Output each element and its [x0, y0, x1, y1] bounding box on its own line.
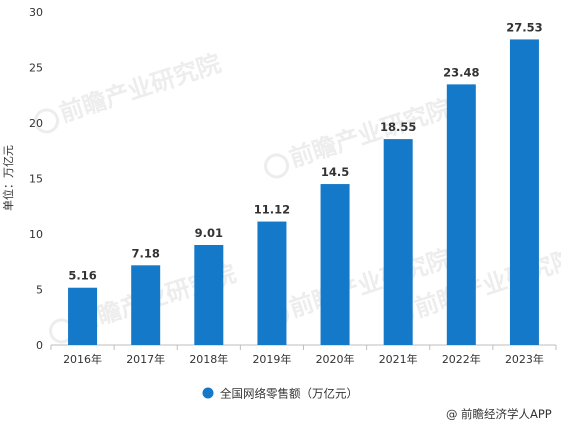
- watermark-text: 前瞻产业研究院: [286, 94, 454, 173]
- data-label: 27.53: [506, 20, 542, 34]
- footer-credit: @ 前瞻经济学人APP: [446, 407, 552, 421]
- bar: [131, 265, 161, 345]
- legend-marker: [202, 387, 214, 399]
- x-tick-label: 2016年: [63, 352, 102, 366]
- bar: [320, 184, 350, 345]
- x-tick-label: 2020年: [316, 352, 355, 366]
- x-tick-label: 2018年: [189, 352, 228, 366]
- y-tick-label: 20: [29, 117, 43, 130]
- data-label: 11.12: [254, 203, 290, 217]
- watermark: 前瞻产业研究院: [34, 49, 224, 134]
- x-tick-label: 2017年: [126, 352, 165, 366]
- data-label-layer: 5.16 7.18 9.01 11.12 14.5 18.55 23.48 27.53: [68, 20, 542, 282]
- x-tick-label: 2021年: [379, 352, 418, 366]
- y-tick-label: 0: [36, 339, 43, 352]
- x-tick-label: 2019年: [252, 352, 291, 366]
- axis-layer: 0 5 10 15 20 25 30 2016年 2017年 2018年 2019年 2020年 202…: [29, 6, 557, 366]
- watermark-text: 前瞻产业研究院: [56, 49, 224, 128]
- y-tick-label: 15: [29, 173, 43, 186]
- watermark-logo-icon: [34, 108, 60, 134]
- y-tick-label: 5: [36, 284, 43, 297]
- legend-label: 全国网络零售额（万亿元）: [220, 387, 358, 401]
- bar: [446, 84, 476, 345]
- bar: [509, 39, 539, 346]
- watermark-layer: 前瞻产业研究院前瞻产业研究院前瞻产业研究院前瞻产业研究院前瞻产业研究院: [34, 49, 561, 344]
- bar: [194, 244, 224, 345]
- bar-layer: [68, 39, 539, 346]
- watermark-logo-icon: [264, 153, 290, 179]
- footer-text: 前瞻经济学人APP: [461, 407, 552, 421]
- x-tick-label: 2023年: [505, 352, 544, 366]
- y-axis-title: 单位：万亿元: [1, 145, 15, 211]
- at-sign-icon: @: [446, 407, 458, 421]
- data-label: 5.16: [68, 269, 96, 283]
- x-tick-label: 2022年: [442, 352, 481, 366]
- data-label: 23.48: [443, 65, 479, 79]
- y-tick-label: 30: [29, 6, 43, 19]
- data-label: 9.01: [195, 226, 223, 240]
- bar: [68, 287, 98, 345]
- data-label: 7.18: [132, 246, 160, 260]
- bar: [383, 139, 413, 345]
- data-label: 14.5: [321, 165, 349, 179]
- y-tick-label: 25: [29, 62, 43, 75]
- y-tick-label: 10: [29, 228, 43, 241]
- legend: 全国网络零售额（万亿元）: [202, 387, 358, 401]
- bar: [257, 221, 287, 345]
- data-label: 18.55: [380, 120, 416, 134]
- watermark: 前瞻产业研究院: [264, 94, 454, 179]
